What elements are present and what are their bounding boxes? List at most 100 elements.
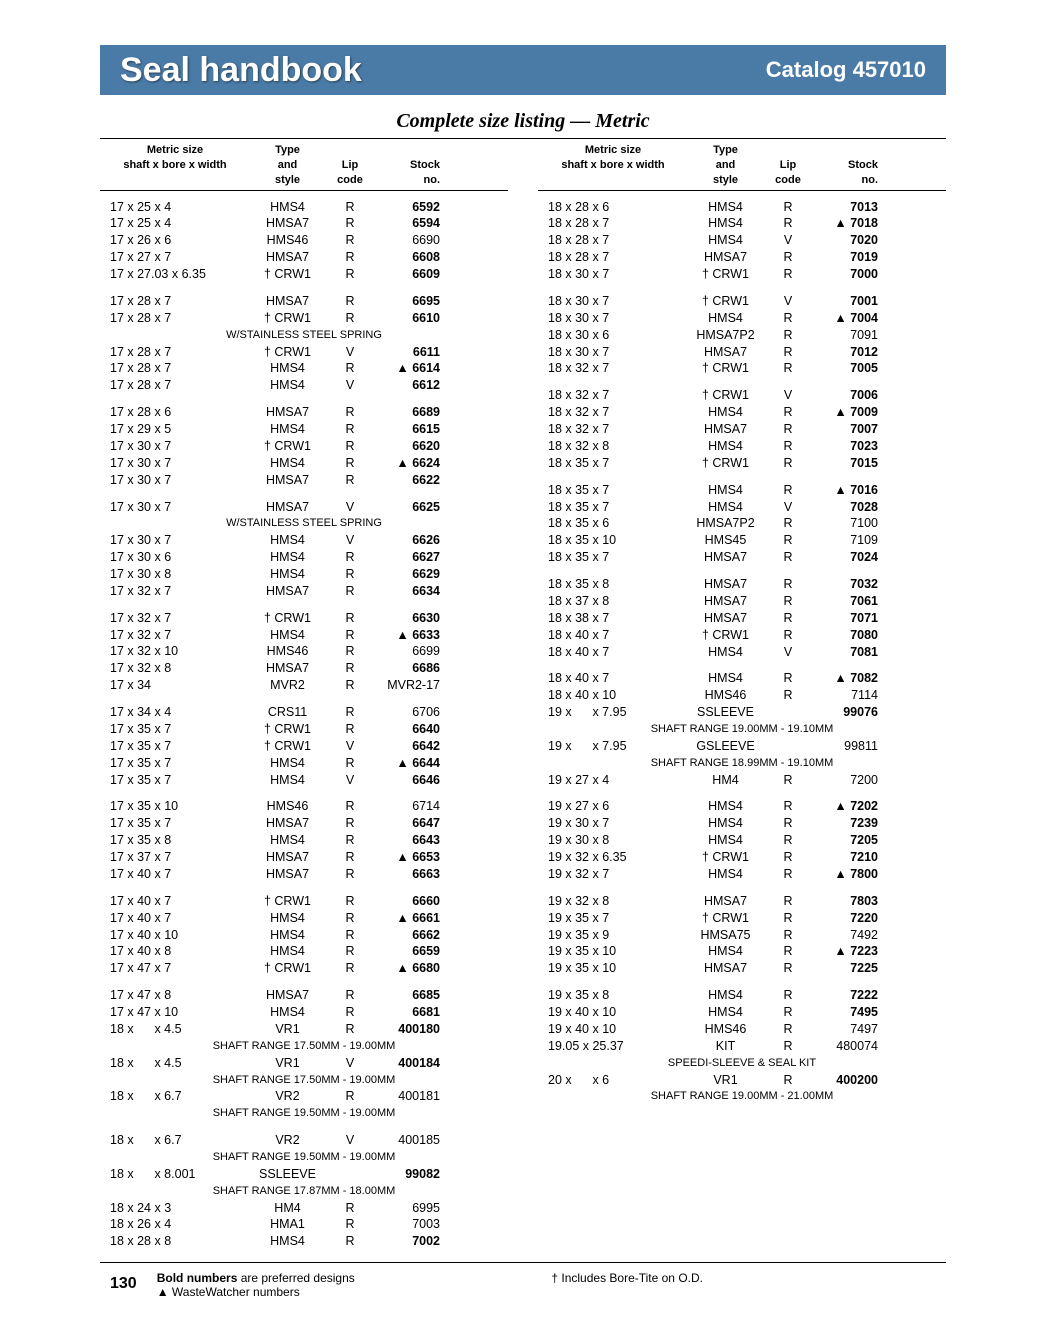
cell-type: HMS46 <box>250 643 325 660</box>
cell-type: HMSA7 <box>688 593 763 610</box>
cell-stock: 6659 <box>375 943 450 960</box>
table-row: 17 x 30 x 6 HMS4 R 6627 <box>100 549 508 566</box>
cell-size: 18 x 28 x 8 <box>100 1233 250 1250</box>
cell-size: 17 x 28 x 7 <box>100 360 250 377</box>
table-row: 17 x 40 x 10 HMS4 R 6662 <box>100 927 508 944</box>
cell-type: † CRW1 <box>250 610 325 627</box>
table-row: 17 x 47 x 8 HMSA7 R 6685 <box>100 987 508 1004</box>
cell-size: 17 x 30 x 6 <box>100 549 250 566</box>
table-row: 18 x 40 x 7 HMS4 R ▲ 7082 <box>538 670 946 687</box>
cell-lip: R <box>325 704 375 721</box>
cell-type: † CRW1 <box>250 310 325 327</box>
cell-stock: 400185 <box>375 1132 450 1149</box>
cell-size: 18 x 37 x 8 <box>538 593 688 610</box>
cell-type: † CRW1 <box>688 627 763 644</box>
table-row: 17 x 32 x 10 HMS46 R 6699 <box>100 643 508 660</box>
cell-stock: 6629 <box>375 566 450 583</box>
cell-size: 17 x 26 x 6 <box>100 232 250 249</box>
group-gap <box>538 883 946 893</box>
table-row: 18 x 28 x 7 HMS4 R ▲ 7018 <box>538 215 946 232</box>
cell-size: 17 x 29 x 5 <box>100 421 250 438</box>
table-row: 18 x 24 x 3 HM4 R 6995 <box>100 1200 508 1217</box>
cell-size: 18 x 30 x 7 <box>538 310 688 327</box>
cell-lip: R <box>763 215 813 232</box>
group-gap <box>100 977 508 987</box>
page-header: Seal handbook Catalog 457010 <box>100 45 946 95</box>
table-row: 18 x 35 x 7 HMSA7 R 7024 <box>538 549 946 566</box>
cell-lip: R <box>763 1072 813 1089</box>
cell-type: HMS4 <box>688 987 763 1004</box>
cell-size: 19 x 35 x 10 <box>538 960 688 977</box>
cell-type: HMS4 <box>688 215 763 232</box>
cell-size: 18 x 40 x 10 <box>538 687 688 704</box>
cell-type: HMSA7 <box>250 499 325 516</box>
table-row: 17 x 32 x 7 † CRW1 R 6630 <box>100 610 508 627</box>
cell-type: HMS4 <box>688 310 763 327</box>
cell-stock: 6634 <box>375 583 450 600</box>
table-row: 19 x 32 x 6.35 † CRW1 R 7210 <box>538 849 946 866</box>
left-column: Metric sizeshaft x bore x width Typeands… <box>100 139 508 1262</box>
cell-size: 17 x 35 x 7 <box>100 815 250 832</box>
table-row: 18 x 32 x 7 HMSA7 R 7007 <box>538 421 946 438</box>
cell-lip: R <box>325 1216 375 1233</box>
cell-type: HMSA7 <box>250 249 325 266</box>
cell-size: 17 x 47 x 10 <box>100 1004 250 1021</box>
cell-lip: R <box>763 849 813 866</box>
cell-type: † CRW1 <box>250 438 325 455</box>
table-row: 17 x 28 x 7 † CRW1 R 6610 <box>100 310 508 327</box>
cell-stock: 6610 <box>375 310 450 327</box>
cell-lip: R <box>325 893 375 910</box>
table-row: 18 x 32 x 7 † CRW1 R 7005 <box>538 360 946 377</box>
cell-lip: R <box>325 721 375 738</box>
cell-lip: R <box>325 404 375 421</box>
cell-lip: R <box>763 866 813 883</box>
cell-stock: 7019 <box>813 249 888 266</box>
cell-type: HMS45 <box>688 532 763 549</box>
cell-type: HMS4 <box>688 499 763 516</box>
cell-size: 18 x 30 x 6 <box>538 327 688 344</box>
inline-note: W/STAINLESS STEEL SPRING <box>100 327 508 344</box>
cell-lip: R <box>325 1200 375 1217</box>
cell-size: 17 x 28 x 6 <box>100 404 250 421</box>
cell-size: 18 x 40 x 7 <box>538 627 688 644</box>
cell-size: 17 x 30 x 8 <box>100 566 250 583</box>
cell-size: 18 x 26 x 4 <box>100 1216 250 1233</box>
cell-lip: R <box>763 549 813 566</box>
cell-lip: R <box>763 249 813 266</box>
cell-type: HMSA75 <box>688 927 763 944</box>
cell-lip: V <box>325 499 375 516</box>
cell-stock: 7013 <box>813 199 888 216</box>
table-row: 17 x 26 x 6 HMS46 R 6690 <box>100 232 508 249</box>
cell-size: 17 x 34 x 4 <box>100 704 250 721</box>
cell-size: 19 x 35 x 7 <box>538 910 688 927</box>
cell-stock: 7803 <box>813 893 888 910</box>
cell-type: HMS4 <box>250 549 325 566</box>
cell-size: 18 x 38 x 7 <box>538 610 688 627</box>
cell-type: VR1 <box>688 1072 763 1089</box>
table-row: 17 x 32 x 7 HMSA7 R 6634 <box>100 583 508 600</box>
cell-type: † CRW1 <box>688 910 763 927</box>
table-row: 17 x 28 x 7 HMSA7 R 6695 <box>100 293 508 310</box>
cell-lip: R <box>325 943 375 960</box>
table-row: 18 x 40 x 7 HMS4 V 7081 <box>538 644 946 661</box>
cell-lip: V <box>325 738 375 755</box>
cell-type: HMS4 <box>250 455 325 472</box>
cell-stock: 400184 <box>375 1055 450 1072</box>
table-row: 17 x 30 x 7 † CRW1 R 6620 <box>100 438 508 455</box>
table-row: 17 x 32 x 8 HMSA7 R 6686 <box>100 660 508 677</box>
table-row: 18 x 38 x 7 HMSA7 R 7071 <box>538 610 946 627</box>
inline-note: SHAFT RANGE 17.50MM - 19.00MM <box>100 1038 508 1055</box>
table-row: 18 x x 6.7 VR2 V 400185 <box>100 1132 508 1149</box>
cell-lip: R <box>325 215 375 232</box>
cell-size: 17 x 47 x 7 <box>100 960 250 977</box>
table-row: 18 x 28 x 6 HMS4 R 7013 <box>538 199 946 216</box>
cell-stock: 6642 <box>375 738 450 755</box>
cell-type: HMSA7 <box>688 249 763 266</box>
cell-size: 17 x 47 x 8 <box>100 987 250 1004</box>
bold-note-rest: are preferred designs <box>237 1271 354 1285</box>
cell-lip: V <box>325 532 375 549</box>
header-title: Seal handbook <box>120 51 362 90</box>
cell-stock: ▲ 7082 <box>813 670 888 687</box>
cell-type: HMS4 <box>688 815 763 832</box>
table-row: 17 x 25 x 4 HMSA7 R 6594 <box>100 215 508 232</box>
